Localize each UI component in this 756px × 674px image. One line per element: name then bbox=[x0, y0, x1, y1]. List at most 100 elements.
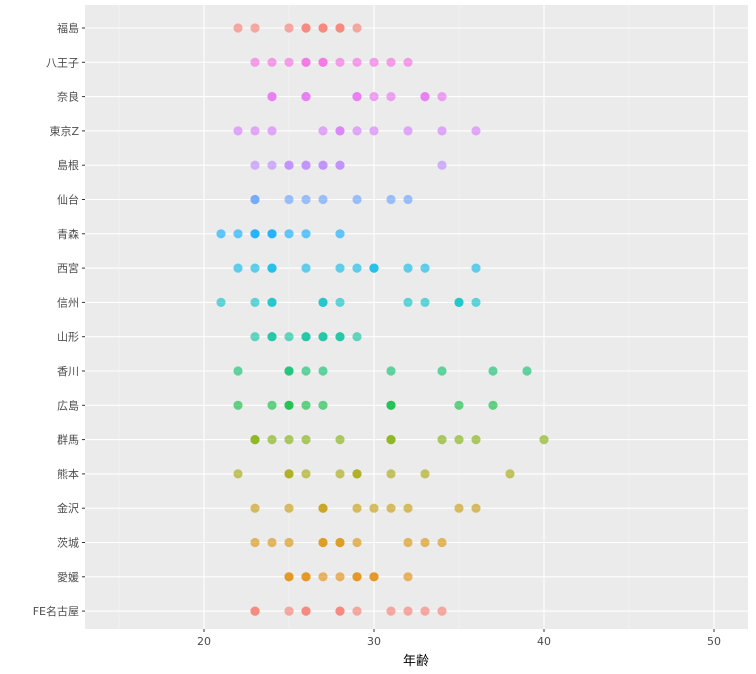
data-point bbox=[335, 57, 345, 67]
data-point bbox=[437, 92, 447, 102]
y-tick-label: 福島 bbox=[57, 21, 79, 35]
data-point bbox=[403, 606, 413, 616]
data-point bbox=[250, 160, 260, 170]
major-gridlines bbox=[85, 5, 748, 629]
data-point bbox=[301, 229, 311, 239]
data-point bbox=[301, 23, 311, 33]
data-point bbox=[403, 126, 413, 136]
data-point bbox=[335, 606, 345, 616]
data-point bbox=[420, 606, 430, 616]
data-point bbox=[233, 469, 243, 479]
data-point bbox=[335, 263, 345, 273]
data-point bbox=[284, 160, 294, 170]
data-point bbox=[437, 537, 447, 548]
y-tick-label: 八王子 bbox=[46, 56, 79, 69]
data-points bbox=[216, 23, 549, 616]
data-point bbox=[233, 263, 243, 273]
data-point bbox=[250, 23, 260, 33]
data-point bbox=[301, 366, 311, 376]
data-point bbox=[437, 606, 447, 616]
data-point bbox=[318, 126, 328, 136]
data-point bbox=[386, 606, 396, 616]
data-point bbox=[284, 366, 294, 376]
data-point bbox=[284, 23, 294, 33]
data-point bbox=[403, 263, 413, 273]
data-point bbox=[250, 503, 260, 513]
data-point bbox=[369, 572, 379, 582]
data-point bbox=[352, 263, 362, 273]
data-point bbox=[352, 606, 362, 616]
data-point bbox=[335, 332, 345, 342]
data-point bbox=[437, 366, 447, 376]
data-point bbox=[233, 400, 243, 410]
data-point bbox=[233, 126, 243, 136]
data-point bbox=[301, 435, 311, 445]
data-point bbox=[386, 366, 396, 376]
data-point bbox=[284, 606, 294, 616]
data-point bbox=[352, 57, 362, 67]
data-point bbox=[284, 57, 294, 67]
data-point bbox=[352, 23, 362, 33]
data-point bbox=[250, 229, 260, 239]
data-point bbox=[369, 263, 379, 273]
data-point bbox=[437, 126, 447, 136]
data-point bbox=[437, 435, 447, 445]
data-point bbox=[318, 160, 328, 170]
data-point bbox=[318, 57, 328, 67]
data-point bbox=[318, 537, 328, 548]
y-tick-label: 広島 bbox=[57, 398, 79, 412]
data-point bbox=[267, 263, 277, 273]
x-tick-label: 20 bbox=[197, 635, 211, 648]
data-point bbox=[386, 400, 396, 410]
data-point bbox=[267, 57, 277, 67]
y-tick-label: FE名古屋 bbox=[33, 604, 79, 618]
data-point bbox=[318, 503, 328, 513]
data-point bbox=[471, 435, 481, 445]
data-point bbox=[318, 23, 328, 33]
data-point bbox=[386, 503, 396, 513]
x-tick-label: 50 bbox=[707, 635, 721, 648]
data-point bbox=[233, 229, 243, 239]
y-tick-label: 東京Z bbox=[49, 124, 79, 138]
y-tick-label: 愛媛 bbox=[57, 570, 79, 584]
data-point bbox=[369, 126, 379, 136]
data-point bbox=[267, 92, 277, 102]
data-point bbox=[335, 537, 345, 548]
y-tick-label: 青森 bbox=[57, 227, 79, 241]
data-point bbox=[505, 469, 515, 479]
data-point bbox=[488, 400, 498, 410]
data-point bbox=[318, 400, 328, 410]
data-point bbox=[420, 297, 430, 307]
data-point bbox=[420, 469, 430, 479]
data-point bbox=[318, 194, 328, 205]
data-point bbox=[250, 537, 260, 548]
data-point bbox=[284, 400, 294, 410]
data-point bbox=[369, 503, 379, 513]
minor-gridlines bbox=[118, 5, 630, 629]
data-point bbox=[233, 366, 243, 376]
data-point bbox=[420, 263, 430, 273]
data-point bbox=[386, 469, 396, 479]
data-point bbox=[352, 92, 362, 102]
data-point bbox=[454, 503, 464, 513]
data-point bbox=[301, 400, 311, 410]
panel-background bbox=[85, 5, 748, 629]
y-tick-label: 山形 bbox=[57, 331, 79, 344]
data-point bbox=[301, 606, 311, 616]
y-tick-label: 熊本 bbox=[57, 467, 79, 481]
data-point bbox=[267, 126, 277, 136]
data-point bbox=[318, 297, 328, 307]
data-point bbox=[267, 229, 277, 239]
data-point bbox=[284, 194, 294, 205]
data-point bbox=[250, 332, 260, 342]
y-tick-label: 香川 bbox=[57, 365, 79, 378]
data-point bbox=[284, 332, 294, 342]
data-point bbox=[539, 435, 549, 445]
y-tick-label: 島根 bbox=[57, 158, 79, 172]
data-point bbox=[352, 572, 362, 582]
y-tick-label: 信州 bbox=[57, 296, 79, 309]
data-point bbox=[352, 503, 362, 513]
data-point bbox=[352, 537, 362, 548]
data-point bbox=[454, 435, 464, 445]
